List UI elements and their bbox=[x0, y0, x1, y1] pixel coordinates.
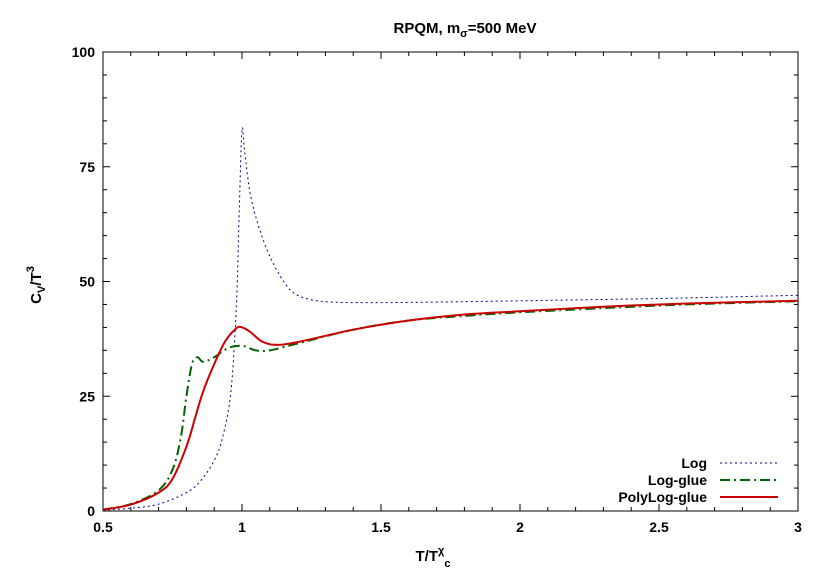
x-tick-label: 0.5 bbox=[93, 519, 113, 535]
series-line-polylog-glue bbox=[102, 299, 799, 511]
legend-label: Log-glue bbox=[648, 472, 707, 488]
plot-area: 0.5 1 1.5 2 2.5 3 0 25 50 75 100 bbox=[72, 44, 802, 535]
plot-frame bbox=[102, 51, 799, 512]
y-tick-label: 50 bbox=[79, 274, 95, 290]
x-axis-label: T/Tχc bbox=[416, 545, 451, 570]
x-tick-label: 2.5 bbox=[649, 519, 669, 535]
x-tick-label: 1.5 bbox=[371, 519, 391, 535]
y-tick-label: 75 bbox=[79, 159, 95, 175]
y-tick-label: 100 bbox=[72, 44, 96, 60]
series-line-log bbox=[102, 127, 799, 511]
x-tick-label: 3 bbox=[794, 519, 802, 535]
y-tick-label: 0 bbox=[87, 503, 95, 519]
chart-title: RPQM, mσ=500 MeV bbox=[393, 20, 536, 40]
y-axis-label: CV/T3 bbox=[25, 266, 48, 304]
legend-label: PolyLog-glue bbox=[618, 489, 707, 505]
x-tick-label: 1 bbox=[238, 519, 246, 535]
x-tick-label: 2 bbox=[516, 519, 524, 535]
y-tick-label: 25 bbox=[79, 388, 95, 404]
legend-label: Log bbox=[681, 455, 707, 471]
